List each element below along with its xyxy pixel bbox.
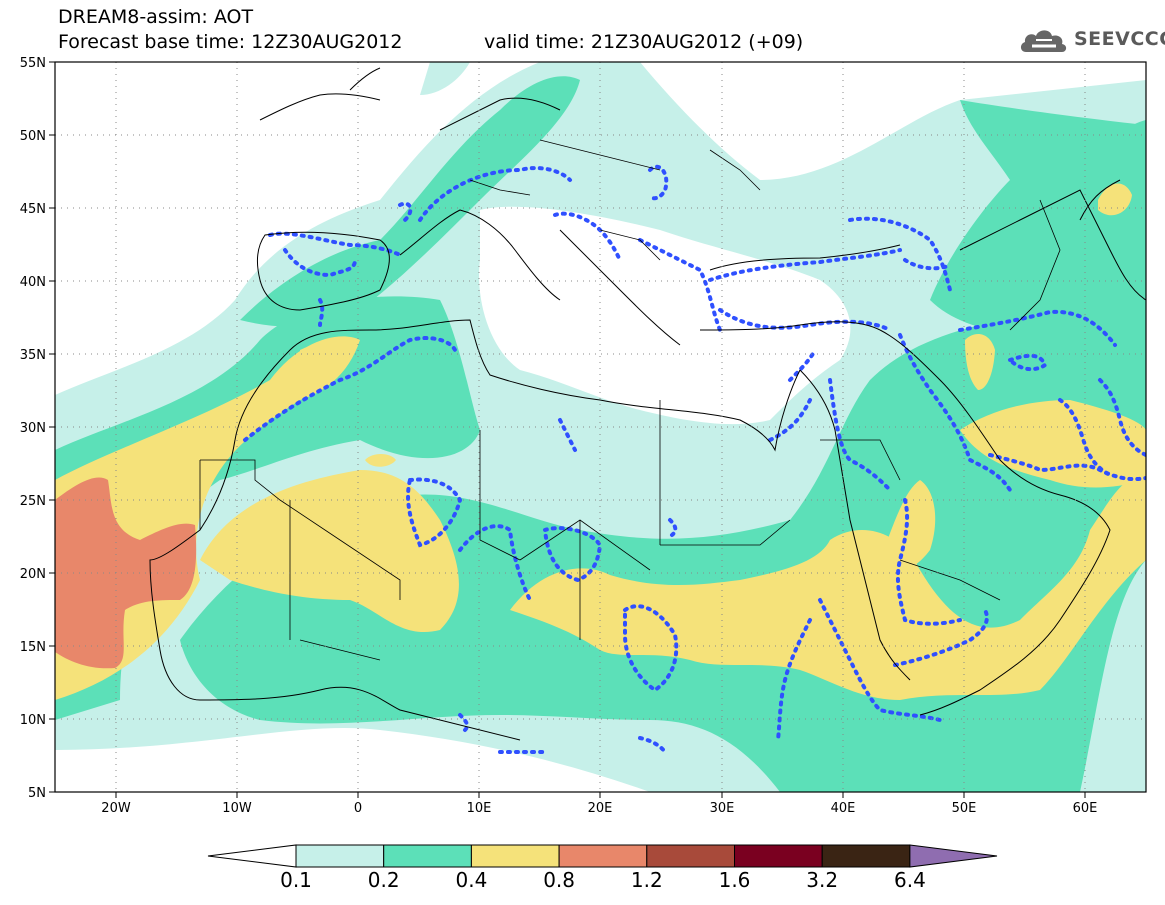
colorbar-label: 0.2 — [367, 868, 400, 892]
aot-band-04-chad — [510, 470, 1146, 700]
lon-tick-label: 50E — [952, 801, 977, 816]
aot-band-08-mauritania — [55, 477, 197, 669]
aot-band-04-west — [55, 336, 360, 700]
colorbar-label: 3.2 — [806, 868, 839, 892]
colorbar-label: 6.4 — [893, 868, 926, 892]
aot-band-04-iran — [965, 334, 995, 390]
valid-time: valid time: 21Z30AUG2012 (+09) — [484, 31, 804, 53]
colorbar-label: 0.8 — [543, 868, 575, 892]
lat-tick-label: 5N — [28, 786, 46, 801]
coastlines — [149, 67, 1146, 741]
lon-tick-label: 20W — [101, 801, 131, 816]
aot-band-02-east — [930, 100, 1146, 335]
lat-tick-labels: 5N 10N 15N 20N 25N 30N 35N 40N 45N 50N 5… — [20, 56, 46, 801]
aot-band-02-north — [240, 76, 580, 327]
tick-marks — [49, 61, 1086, 798]
lat-tick-label: 15N — [20, 640, 46, 655]
country-borders — [199, 139, 1061, 661]
lon-tick-label: 30E — [710, 801, 735, 816]
lat-tick-label: 10N — [20, 713, 46, 728]
lon-tick-label: 10E — [467, 801, 492, 816]
colorbar-bin — [295, 844, 385, 868]
aot-band-01-northsea — [420, 62, 470, 95]
lon-tick-label: 40E — [831, 801, 856, 816]
seevccc-logo: SEEVCCC — [1018, 24, 1165, 58]
colorbar-bin — [734, 844, 823, 868]
colorbar-under-arrow — [207, 844, 297, 868]
aot-band-02-west — [55, 296, 480, 720]
lat-tick-label: 25N — [20, 494, 46, 509]
colorbar-label: 1.2 — [630, 868, 663, 892]
lon-tick-label: 60E — [1073, 801, 1098, 816]
colorbar — [207, 844, 998, 868]
lon-tick-label: 0 — [354, 801, 362, 816]
lat-tick-label: 35N — [20, 348, 46, 363]
title-line-1: DREAM8-assim: AOT — [58, 6, 254, 28]
aot-band-04-libya — [365, 454, 396, 467]
lat-tick-label: 45N — [20, 202, 46, 217]
lat-tick-label: 40N — [20, 275, 46, 290]
lon-tick-label: 10W — [222, 801, 252, 816]
lat-tick-label: 20N — [20, 567, 46, 582]
cloud-icon — [1020, 30, 1067, 52]
lat-tick-label: 55N — [20, 56, 46, 71]
colorbar-bin — [558, 844, 648, 868]
colorbar-label: 1.6 — [718, 868, 751, 892]
colorbar-bin — [821, 844, 911, 868]
forecast-base-time: Forecast base time: 12Z30AUG2012 — [58, 31, 403, 53]
lon-tick-label: 20E — [588, 801, 613, 816]
lon-tick-labels: 20W 10W 0 10E 20E 30E 40E 50E 60E — [101, 801, 1097, 816]
colorbar-bin — [383, 844, 472, 868]
colorbar-over-arrow — [909, 844, 998, 868]
aot-band-04-caspian — [1098, 183, 1132, 216]
colorbar-bin — [646, 844, 735, 868]
colorbar-label: 0.1 — [280, 868, 312, 892]
aot-band-04-sahara — [200, 470, 459, 633]
aot-band-04-morocco — [300, 345, 336, 384]
logo-text: SEEVCCC — [1074, 28, 1165, 50]
colorbar-label: 0.4 — [455, 868, 488, 892]
dust-contours — [243, 164, 1146, 754]
colorbar-bin — [470, 844, 560, 868]
lat-tick-label: 30N — [20, 421, 46, 436]
lat-tick-label: 50N — [20, 129, 46, 144]
